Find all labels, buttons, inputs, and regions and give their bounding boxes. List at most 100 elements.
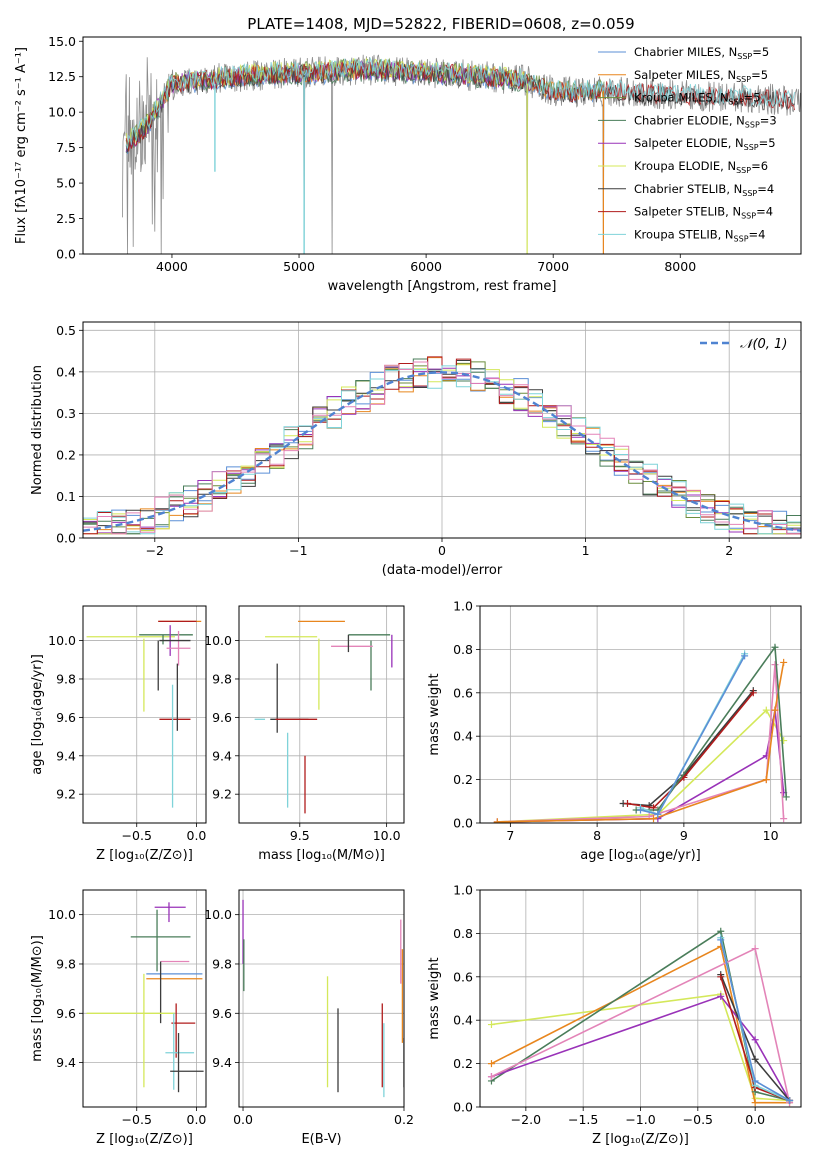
y-tick-label: 0.6 (453, 969, 473, 984)
mass-weight-marker (762, 706, 770, 714)
y-axis-label: Flux [fλ10⁻¹⁷ erg cm⁻² s⁻¹ A⁻¹] (14, 47, 29, 244)
y-tick-label: 10.0 (48, 907, 76, 922)
y-tick-label: 1.0 (453, 883, 473, 898)
legend-label-tail: =5 (744, 91, 761, 105)
y-tick-label: 15.0 (48, 34, 76, 49)
mass-weight-marker (487, 1060, 495, 1068)
y-tick-label: 0.2 (453, 772, 473, 787)
legend-label-sub: SSP (741, 212, 756, 221)
legend-label-tail: =6 (751, 159, 768, 173)
errorbar-point (139, 634, 193, 645)
y-tick-label: 0.5 (56, 323, 76, 338)
panel-1: −2 −1 0 1 2 0.0 0.1 0.2 0.3 0.4 0.5 (data-model)/er… (30, 321, 802, 578)
y-tick-label: 10.0 (204, 633, 232, 648)
x-tick-label: 7000 (537, 259, 569, 274)
y-tick-label: 0.2 (56, 447, 76, 462)
legend-label: Chabrier MILES, NSSP=5 (634, 45, 769, 61)
y-tick-label: 9.2 (212, 787, 232, 802)
plot-area (86, 620, 202, 808)
x-axis-label: Z [log₁₀(Z/Z⊙)] (96, 1132, 193, 1147)
y-axis-label: age [log₁₀(age/yr)] (30, 654, 45, 775)
mass-weight-marker (487, 1073, 495, 1081)
y-tick-label: 9.8 (56, 956, 76, 971)
y-tick-label: 10.0 (48, 105, 76, 120)
mass-weight-marker (717, 927, 725, 935)
mass-weight-marker (780, 658, 788, 666)
legend-label: Kroupa STELIB, NSSP=4 (634, 227, 765, 243)
model-spectrum-line (125, 56, 796, 149)
y-tick-label: 0.0 (56, 531, 76, 546)
y-tick-label: 9.6 (212, 710, 232, 725)
y-tick-label: 0.0 (453, 1100, 473, 1115)
legend-label-name: Kroupa STELIB, N (634, 227, 734, 241)
legend-label-sub: SSP (736, 166, 751, 175)
gridlines (239, 890, 405, 1107)
x-axis-label: Z [log₁₀(Z/Z⊙)] (592, 1132, 689, 1147)
y-tick-label: 0.8 (453, 642, 473, 657)
legend-label-tail: =4 (756, 205, 773, 219)
mass-weight-marker (717, 973, 725, 981)
x-tick-label: 10.0 (373, 828, 401, 843)
x-axis-label: Z [log₁₀(Z/Z⊙)] (96, 848, 193, 863)
x-tick-label: −1.5 (568, 1112, 598, 1127)
axes-frame (82, 889, 207, 1108)
x-axis-label: E(B-V) (301, 1132, 341, 1147)
x-tick-label: 0.0 (745, 1112, 765, 1127)
y-tick-label: 0.1 (56, 489, 76, 504)
mass-weight-marker (782, 793, 790, 801)
mass-weight-line (640, 653, 746, 816)
legend-label-tail: =3 (760, 113, 777, 127)
panel-0: 4000 5000 6000 7000 8000 0.0 2.5 5.0 7.5 10.0 12.5… (14, 34, 802, 294)
mass-weight-marker (771, 706, 779, 714)
y-tick-label: 1.0 (453, 599, 473, 614)
x-tick-label: 6000 (410, 259, 442, 274)
mass-weight-marker (780, 815, 788, 823)
axes-frame (238, 605, 405, 824)
legend-label-sub: SSP (742, 189, 757, 198)
mass-weight-marker (650, 815, 658, 823)
errorbar-point (166, 630, 191, 666)
y-tick-label: 0.2 (453, 1056, 473, 1071)
x-tick-label: −1 (289, 543, 307, 558)
y-axis-label: mass [log₁₀(M/M⊙)] (30, 935, 45, 1062)
y-axis-label: mass weight (427, 957, 442, 1039)
x-axis-label: mass [log₁₀(M/M⊙)] (258, 848, 385, 863)
mass-weight-marker (654, 810, 662, 818)
normal-distribution-line (83, 371, 801, 532)
mass-weight-marker (786, 1096, 794, 1104)
mass-weight-marker (645, 802, 653, 810)
x-tick-label: −2 (146, 543, 164, 558)
panel-5: −0.5 0.0 9.4 9.6 9.8 10.0 Z [log₁₀(Z/Z⊙)] mass … (30, 889, 207, 1147)
y-tick-label: 5.0 (56, 176, 76, 191)
y-tick-label: 10.0 (48, 633, 76, 648)
x-tick-label: 5000 (283, 259, 315, 274)
mass-weight-line (623, 690, 754, 807)
mass-weight-marker (717, 936, 725, 944)
y-tick-label: 9.8 (212, 671, 232, 686)
y-tick-label: 9.4 (212, 1055, 232, 1070)
plot-area (254, 620, 393, 814)
x-axis-label: wavelength [Angstrom, rest frame] (328, 279, 557, 294)
y-tick-label: 9.8 (56, 671, 76, 686)
y-tick-label: 9.4 (56, 1055, 76, 1070)
panel-7: −2.0 −1.5 −1.0 −0.5 0.0 0.0 0.2 0.4 0.6 0.8 1.0 Z [… (427, 883, 802, 1147)
legend-label-sub: SSP (737, 52, 752, 61)
y-tick-label: 9.2 (56, 787, 76, 802)
x-tick-label: −0.5 (122, 1112, 152, 1127)
mass-weight-marker (493, 818, 501, 823)
x-axis-label: age [log₁₀(age/yr)] (580, 848, 701, 863)
axes-frame (238, 889, 405, 1108)
y-axis-label: mass weight (427, 673, 442, 755)
legend-label-sub: SSP (734, 234, 749, 243)
axes-frame (82, 605, 207, 824)
mass-weight-marker (741, 652, 749, 660)
x-axis-label: (data-model)/error (382, 563, 503, 578)
y-tick-label: 9.6 (56, 1006, 76, 1021)
x-tick-label: 0.2 (394, 1112, 414, 1127)
mass-weight-line (497, 662, 785, 823)
plot-area (122, 54, 801, 254)
mass-weight-marker (751, 1099, 759, 1107)
mass-weight-marker (487, 1021, 495, 1029)
legend-label-sub: SSP (736, 75, 751, 84)
